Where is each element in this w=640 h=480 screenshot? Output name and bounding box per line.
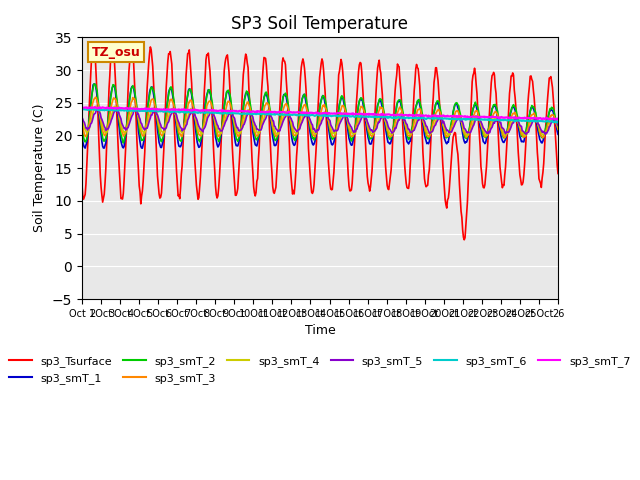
sp3_smT_3	[78, 118, 86, 123]
sp3_smT_6	[397, 115, 404, 120]
X-axis label: Time: Time	[305, 324, 335, 337]
sp3_smT_4	[360, 111, 367, 117]
Line: sp3_smT_7: sp3_smT_7	[82, 107, 558, 120]
sp3_smT_4	[202, 120, 209, 126]
sp3_smT_1	[295, 119, 303, 125]
sp3_smT_2	[120, 140, 127, 146]
Title: SP3 Soil Temperature: SP3 Soil Temperature	[232, 15, 408, 33]
sp3_smT_6	[78, 107, 86, 112]
sp3_smT_3	[202, 112, 209, 118]
sp3_smT_2	[554, 127, 562, 132]
sp3_smT_5	[437, 116, 445, 121]
sp3_Tsurface	[109, 44, 117, 49]
Text: TZ_osu: TZ_osu	[92, 46, 140, 59]
sp3_smT_1	[438, 121, 446, 127]
sp3_smT_5	[163, 122, 171, 128]
sp3_Tsurface	[554, 170, 562, 176]
sp3_smT_6	[202, 110, 209, 116]
sp3_smT_1	[554, 132, 562, 137]
sp3_smT_2	[78, 124, 86, 130]
Line: sp3_smT_5: sp3_smT_5	[82, 109, 558, 134]
sp3_smT_7	[554, 116, 562, 121]
sp3_smT_2	[295, 118, 303, 124]
Y-axis label: Soil Temperature (C): Soil Temperature (C)	[33, 104, 46, 232]
sp3_smT_7	[360, 111, 367, 117]
sp3_smT_3	[294, 127, 302, 132]
sp3_smT_7	[202, 107, 209, 113]
sp3_smT_3	[163, 114, 171, 120]
sp3_smT_5	[94, 106, 102, 112]
sp3_smT_2	[90, 81, 98, 87]
sp3_Tsurface	[163, 72, 171, 77]
sp3_smT_1	[397, 105, 405, 110]
sp3_smT_4	[463, 133, 470, 139]
sp3_smT_7	[294, 109, 302, 115]
sp3_smT_6	[554, 120, 561, 125]
sp3_smT_4	[554, 124, 562, 130]
Line: sp3_smT_3: sp3_smT_3	[82, 97, 558, 138]
sp3_smT_4	[163, 120, 171, 125]
sp3_smT_7	[78, 104, 86, 110]
sp3_smT_5	[397, 114, 404, 120]
sp3_smT_2	[438, 116, 446, 121]
sp3_smT_4	[294, 129, 302, 134]
sp3_Tsurface	[78, 182, 86, 188]
sp3_smT_5	[202, 124, 209, 130]
sp3_smT_6	[80, 106, 88, 111]
Legend: sp3_Tsurface, sp3_smT_1, sp3_smT_2, sp3_smT_3, sp3_smT_4, sp3_smT_5, sp3_smT_6, : sp3_Tsurface, sp3_smT_1, sp3_smT_2, sp3_…	[5, 352, 635, 388]
sp3_Tsurface	[397, 85, 404, 91]
sp3_smT_2	[397, 101, 405, 107]
sp3_smT_1	[91, 81, 99, 87]
sp3_smT_5	[554, 122, 562, 128]
Line: sp3_Tsurface: sp3_Tsurface	[82, 47, 558, 240]
sp3_Tsurface	[437, 133, 445, 139]
sp3_smT_1	[360, 107, 368, 112]
sp3_smT_4	[397, 110, 404, 116]
sp3_smT_3	[437, 114, 445, 120]
sp3_Tsurface	[460, 237, 468, 243]
sp3_smT_6	[437, 116, 445, 121]
Line: sp3_smT_1: sp3_smT_1	[82, 84, 558, 148]
sp3_smT_1	[202, 97, 210, 103]
sp3_Tsurface	[202, 74, 209, 80]
sp3_smT_7	[437, 113, 445, 119]
sp3_smT_6	[554, 119, 562, 124]
Line: sp3_smT_6: sp3_smT_6	[82, 108, 558, 122]
sp3_smT_1	[164, 97, 172, 103]
sp3_smT_7	[163, 106, 171, 112]
sp3_smT_6	[294, 112, 302, 118]
sp3_smT_5	[294, 127, 302, 133]
sp3_smT_7	[538, 117, 546, 122]
sp3_smT_3	[554, 126, 562, 132]
sp3_smT_6	[163, 108, 171, 114]
Line: sp3_smT_4: sp3_smT_4	[82, 106, 558, 136]
sp3_smT_3	[360, 107, 367, 112]
sp3_smT_1	[78, 132, 86, 137]
sp3_smT_6	[360, 114, 367, 120]
sp3_smT_7	[397, 112, 404, 118]
sp3_smT_3	[501, 135, 509, 141]
sp3_smT_7	[91, 104, 99, 110]
sp3_smT_3	[92, 95, 99, 100]
sp3_smT_2	[164, 97, 172, 103]
sp3_smT_5	[78, 114, 86, 120]
sp3_Tsurface	[294, 120, 302, 126]
sp3_smT_5	[541, 132, 549, 137]
sp3_smT_1	[138, 145, 146, 151]
sp3_smT_4	[92, 103, 100, 109]
sp3_smT_2	[360, 103, 368, 108]
sp3_smT_5	[360, 114, 367, 120]
sp3_smT_2	[202, 99, 210, 105]
Line: sp3_smT_2: sp3_smT_2	[82, 84, 558, 143]
sp3_smT_3	[397, 106, 404, 112]
sp3_smT_4	[78, 117, 86, 122]
sp3_smT_4	[437, 116, 445, 122]
sp3_Tsurface	[360, 95, 367, 101]
